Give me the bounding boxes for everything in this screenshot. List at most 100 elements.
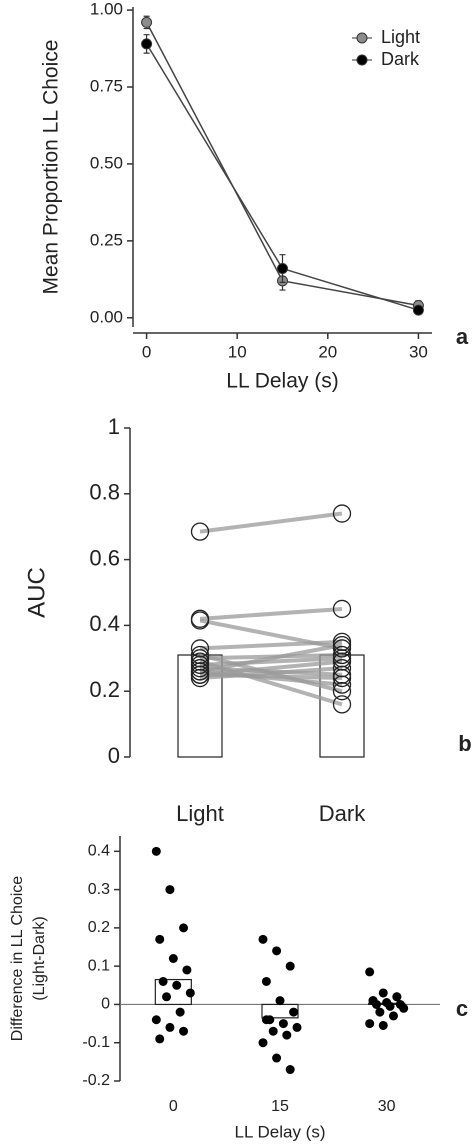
subject-point — [258, 1038, 268, 1048]
subject-point — [261, 1015, 271, 1025]
subject-point — [190, 668, 210, 688]
x-axis-label: LL Delay (s) — [234, 1122, 325, 1141]
x-tick-label: Light — [176, 801, 224, 826]
x-tick-label: 0 — [169, 1098, 178, 1115]
subject-point — [289, 1007, 299, 1017]
x-tick-label: 30 — [378, 1098, 396, 1115]
panel-label: b — [458, 731, 471, 756]
y-axis-label: (Light-Dark) — [31, 916, 48, 1000]
point — [141, 16, 153, 28]
subject-point — [168, 954, 178, 963]
y-tick-label: 0.6 — [89, 545, 120, 570]
pair-line — [199, 666, 343, 681]
subject-point — [392, 992, 402, 1002]
subject-point — [365, 1019, 375, 1029]
y-axis-label: AUC — [23, 567, 50, 618]
y-tick-label: 0.00 — [90, 307, 123, 326]
subject-point — [261, 976, 271, 986]
subject-point — [275, 996, 285, 1006]
subject-point — [278, 1019, 288, 1029]
legend-marker — [356, 54, 368, 66]
point — [277, 263, 288, 275]
subject-point — [332, 695, 352, 714]
x-tick-label: 20 — [318, 342, 337, 361]
subject-point — [165, 885, 175, 895]
subject-point — [190, 522, 210, 541]
point — [141, 38, 153, 50]
y-tick-label: 0.2 — [88, 919, 110, 936]
y-tick-label: 0.2 — [89, 677, 120, 702]
x-tick-label: Dark — [319, 801, 366, 826]
subject-point — [368, 996, 378, 1006]
subject-point — [151, 846, 161, 856]
y-tick-label: 0.8 — [89, 480, 120, 505]
legend-label: Dark — [381, 49, 420, 69]
y-tick-label: 0.3 — [88, 881, 110, 898]
y-tick-label: 0 — [108, 743, 120, 768]
subject-point — [365, 967, 375, 977]
y-axis-label: Mean Proportion LL Choice — [40, 40, 63, 295]
subject-point — [292, 1022, 302, 1032]
subject-point — [179, 923, 189, 933]
subject-point — [388, 1011, 398, 1021]
subject-point — [151, 1015, 161, 1025]
legend-marker — [356, 32, 368, 44]
subject-point — [378, 988, 388, 998]
subject-point — [258, 934, 268, 944]
y-tick-label: 0.4 — [88, 843, 110, 860]
x-tick-label: 30 — [409, 342, 428, 361]
subject-point — [332, 504, 352, 523]
subject-point — [332, 659, 352, 678]
subject-point — [332, 599, 352, 619]
y-tick-label: 0.50 — [90, 153, 123, 172]
y-tick-label: -0.1 — [82, 1034, 110, 1051]
subject-point — [285, 1065, 295, 1075]
x-axis-label: LL Delay (s) — [226, 370, 338, 393]
subject-point — [272, 1053, 282, 1063]
legend-label: Light — [381, 27, 420, 47]
subject-point — [172, 980, 182, 990]
y-axis-label: Difference in LL Choice — [9, 876, 26, 1042]
subject-point — [155, 934, 165, 944]
subject-point — [179, 1026, 189, 1036]
subject-point — [158, 976, 168, 986]
subject-point — [375, 1007, 385, 1017]
subject-point — [282, 1030, 292, 1040]
pair-line — [199, 659, 343, 677]
subject-point — [332, 668, 352, 688]
x-tick-label: 0 — [142, 342, 151, 361]
subject-point — [165, 1022, 175, 1032]
y-tick-label: 1 — [108, 414, 120, 439]
subject-point — [185, 988, 195, 998]
subject-point — [378, 1020, 388, 1030]
pair-line — [199, 639, 343, 651]
subject-point — [162, 992, 172, 1002]
subject-point — [268, 1026, 278, 1036]
bar — [319, 654, 365, 758]
panel-label: a — [456, 324, 469, 349]
y-tick-label: 0.25 — [90, 230, 123, 249]
pair-line — [199, 643, 343, 674]
pair-line — [199, 606, 343, 621]
subject-point — [155, 1034, 165, 1044]
subject-point — [190, 611, 210, 630]
point — [412, 304, 424, 316]
y-tick-label: 1.00 — [90, 0, 123, 19]
y-tick-label: 0 — [101, 996, 110, 1013]
subject-point — [272, 946, 282, 956]
subject-point — [385, 1001, 395, 1011]
y-tick-label: 0.1 — [88, 957, 110, 974]
subject-point — [399, 1003, 409, 1013]
subject-point — [285, 961, 295, 971]
y-tick-label: 0.75 — [90, 76, 123, 95]
x-tick-label: 10 — [228, 342, 247, 361]
pair-line — [199, 511, 343, 534]
pair-line — [199, 656, 343, 667]
subject-point — [175, 1007, 185, 1017]
panel-label: c — [456, 996, 468, 1021]
x-tick-label: 15 — [271, 1098, 289, 1115]
y-tick-label: 0.4 — [89, 611, 120, 636]
y-tick-label: -0.2 — [82, 1072, 110, 1089]
